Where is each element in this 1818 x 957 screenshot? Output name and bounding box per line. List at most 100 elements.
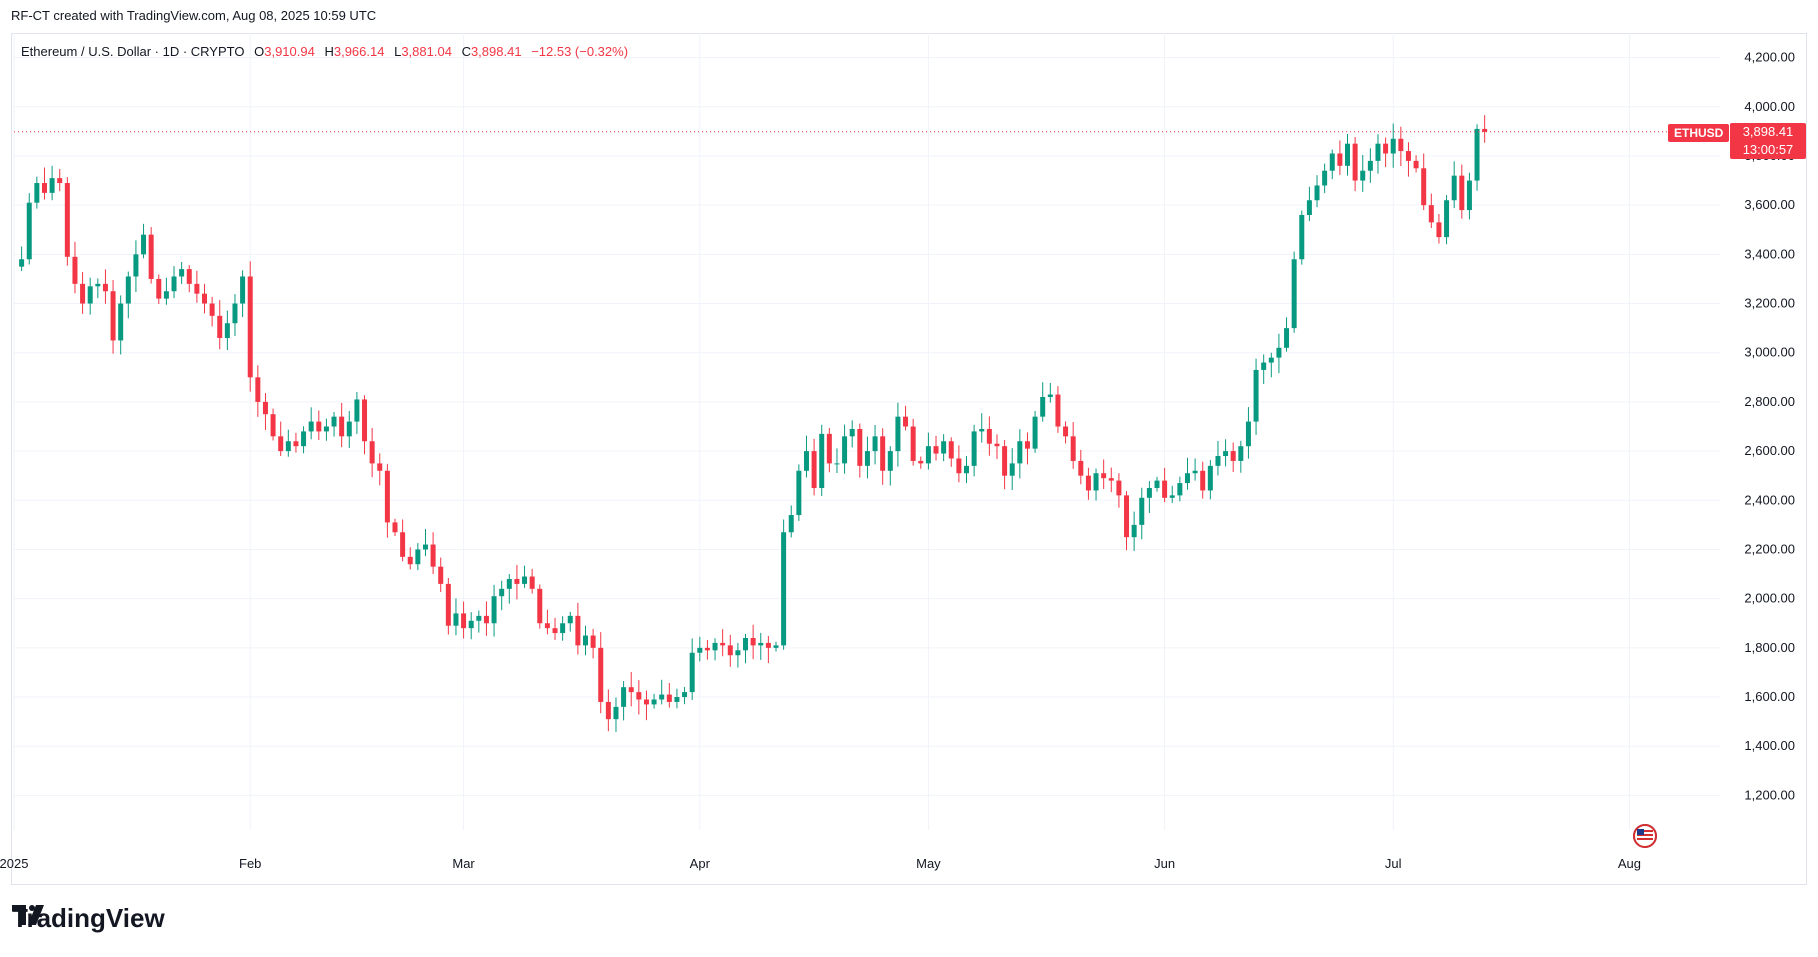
y-tick-label: 1,800.00 [1744,640,1795,655]
candle-body [400,532,406,557]
candle-body [1413,160,1419,169]
candle-body [308,421,314,432]
candle-body [537,588,543,624]
high-value: 3,966.14 [333,44,385,59]
candle-body [1383,143,1389,154]
candle-body [1024,441,1030,449]
candle-body [262,401,268,415]
candle-body [1055,394,1061,427]
candle-body [1284,328,1290,348]
candle-body [125,276,131,304]
y-tick-label: 1,400.00 [1744,738,1795,753]
candle-body [194,283,200,294]
candle-body [1108,478,1114,481]
candle-body [994,443,1000,447]
chart-credit-header: RF-CT created with TradingView.com, Aug … [11,8,377,23]
candle-body [506,578,512,589]
candle-body [217,315,223,338]
candle-body [1459,175,1465,211]
low-value: 3,881.04 [401,44,452,59]
candle-body [49,178,55,193]
candle-body [1436,222,1442,238]
candle-body [491,596,497,624]
x-tick-label: Jun [1154,856,1175,871]
candle-body [301,431,307,447]
candle-body [964,465,969,474]
candle-body [285,441,291,452]
candle-body [1230,451,1236,461]
candle-body [1474,128,1480,181]
candle-body [689,652,695,693]
candle-body [1375,143,1381,161]
candle-body [788,515,794,533]
candle-body [1047,394,1053,397]
x-tick-label: Aug [1618,856,1641,871]
candle-body [156,278,162,299]
candle-body [1162,480,1168,498]
candle-body [331,416,337,427]
candle-body [1078,460,1084,476]
candle-body [773,645,779,648]
candle-body [803,451,809,471]
candle-body [1322,170,1328,186]
candle-body [682,692,688,698]
candle-body [544,623,550,629]
candle-body [636,692,642,700]
candle-body [1268,357,1274,363]
candle-body [979,428,985,432]
candle-body [1421,168,1427,206]
candle-body [887,451,893,471]
candle-body [316,421,322,432]
candle-body [41,183,47,193]
candle-body [842,436,848,464]
last-price-tag: 3,898.41 13:00:57 [1730,123,1806,159]
candle-body [95,283,101,287]
candle-body [377,463,383,471]
y-tick-label: 2,400.00 [1744,492,1795,507]
candle-body [1390,138,1396,154]
candle-body [735,650,741,656]
candle-body [628,687,634,693]
candle-body [1207,465,1213,491]
x-tick-label: Feb [239,856,261,871]
candle-body [910,426,916,461]
candle-body [19,259,25,267]
y-tick-label: 3,000.00 [1744,345,1795,360]
chart-frame[interactable] [11,33,1807,885]
candle-body [750,638,756,646]
candle-body [697,647,703,653]
candle-body [941,441,947,454]
candle-body [384,470,390,523]
candle-body [514,578,520,584]
candle-body [864,451,870,466]
candle-body [826,433,832,464]
candle-body [240,276,246,304]
symbol-price-tag: ETHUSD [1668,124,1730,142]
candle-body [1101,473,1107,479]
candle-body [468,620,474,629]
x-tick-label: 2025 [0,856,28,871]
candle-body [141,234,147,255]
candle-body [392,522,398,533]
y-tick-label: 2,000.00 [1744,591,1795,606]
candle-body [552,628,558,634]
us-flag-icon[interactable] [1633,823,1690,849]
candle-body [1276,347,1282,358]
candle-body [1253,369,1259,422]
candle-body [232,303,238,324]
y-axis: 1,200.00 1,400.00 1,600.00 1,800.00 2,000.00… [1744,50,1795,803]
y-tick-label: 4,200.00 [1744,50,1795,65]
candle-body [743,638,749,651]
candle-body [1451,175,1457,201]
candle-body [72,256,78,284]
footer-logo[interactable]: TradingView [12,903,165,934]
candle-body [872,436,878,452]
candle-body [1200,470,1206,491]
candle-body [1177,483,1183,496]
candle-body [323,426,329,432]
candle-body [1002,446,1008,476]
candle-body [445,583,451,626]
candle-body [34,183,40,203]
candle-body [986,428,992,444]
